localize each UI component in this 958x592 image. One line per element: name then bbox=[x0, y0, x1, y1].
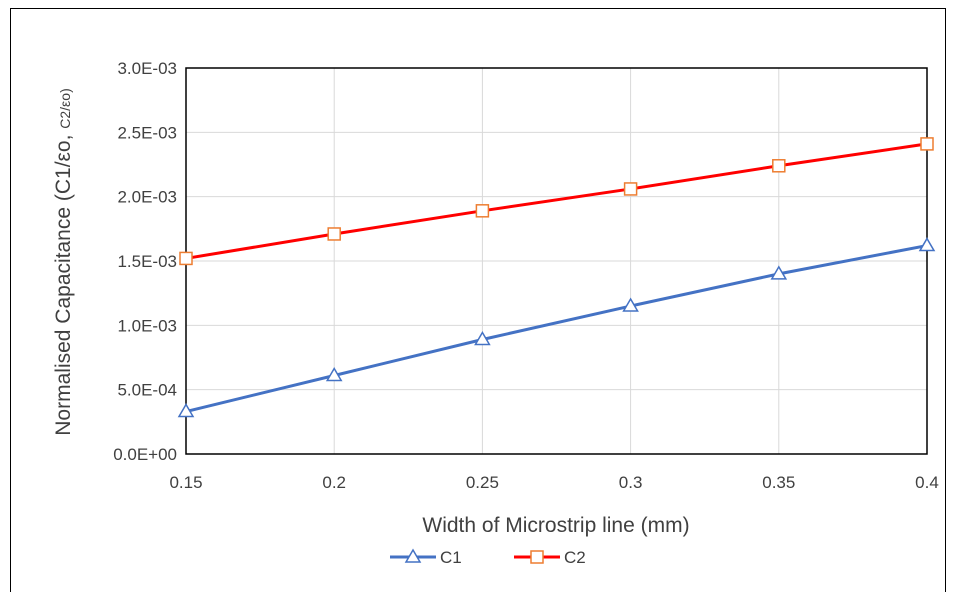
x-tick-label: 0.3 bbox=[619, 473, 643, 492]
series-line-c2 bbox=[185, 142, 928, 260]
legend-item-c1: C1 bbox=[390, 548, 462, 567]
data-point-c2 bbox=[475, 204, 490, 218]
x-axis-title: Width of Microstrip line (mm) bbox=[422, 514, 689, 537]
legend-label: C1 bbox=[440, 548, 462, 567]
legend-marker bbox=[530, 550, 544, 564]
legend-label: C2 bbox=[564, 548, 586, 567]
y-tick-label: 3.0E-03 bbox=[117, 59, 177, 78]
y-axis-title-small: C2/εo) bbox=[57, 88, 73, 128]
series-line-c1 bbox=[185, 244, 928, 413]
data-point-c2 bbox=[179, 251, 193, 266]
x-tick-label: 0.25 bbox=[466, 473, 499, 492]
chart-frame bbox=[10, 8, 946, 592]
data-point-c1 bbox=[918, 237, 936, 252]
y-tick-label: 1.5E-03 bbox=[117, 252, 177, 271]
data-point-c1 bbox=[325, 367, 343, 382]
x-tick-label: 0.15 bbox=[169, 473, 202, 492]
x-tick-label: 0.2 bbox=[322, 473, 346, 492]
y-axis-title-main: Normalised Capacitance (C1/εo, bbox=[52, 129, 75, 436]
x-tick-label: 0.35 bbox=[762, 473, 795, 492]
legend-item-c2: C2 bbox=[514, 548, 586, 567]
x-tick-labels: 0.15 0.2 0.25 0.3 0.35 0.4 bbox=[169, 473, 938, 492]
data-point-c2 bbox=[772, 159, 786, 173]
legend-marker bbox=[404, 548, 422, 563]
y-tick-labels: 0.0E+00 5.0E-04 1.0E-03 1.5E-03 2.0E-03 2.5E-… bbox=[113, 59, 177, 464]
series-c1 bbox=[177, 237, 936, 418]
data-point-c2 bbox=[920, 137, 934, 151]
y-tick-label: 2.0E-03 bbox=[117, 188, 177, 207]
data-point-c2 bbox=[327, 227, 341, 241]
data-point-c1 bbox=[177, 403, 195, 418]
y-tick-label: 5.0E-04 bbox=[117, 381, 177, 400]
data-point-c1 bbox=[622, 297, 639, 312]
grid-lines bbox=[185, 67, 928, 455]
y-tick-label: 1.0E-03 bbox=[117, 316, 177, 335]
series-group bbox=[177, 137, 936, 418]
y-tick-label: 0.0E+00 bbox=[113, 445, 177, 464]
y-axis-title: Normalised Capacitance (C1/εo, C2/εo) bbox=[52, 88, 75, 435]
x-tick-label: 0.4 bbox=[915, 473, 939, 492]
y-tick-label: 2.5E-03 bbox=[117, 123, 177, 142]
legend: C1 C2 bbox=[390, 548, 586, 567]
data-point-c2 bbox=[623, 182, 638, 196]
data-point-c1 bbox=[474, 330, 491, 346]
data-point-c1 bbox=[770, 265, 788, 280]
series-c2 bbox=[179, 137, 934, 266]
